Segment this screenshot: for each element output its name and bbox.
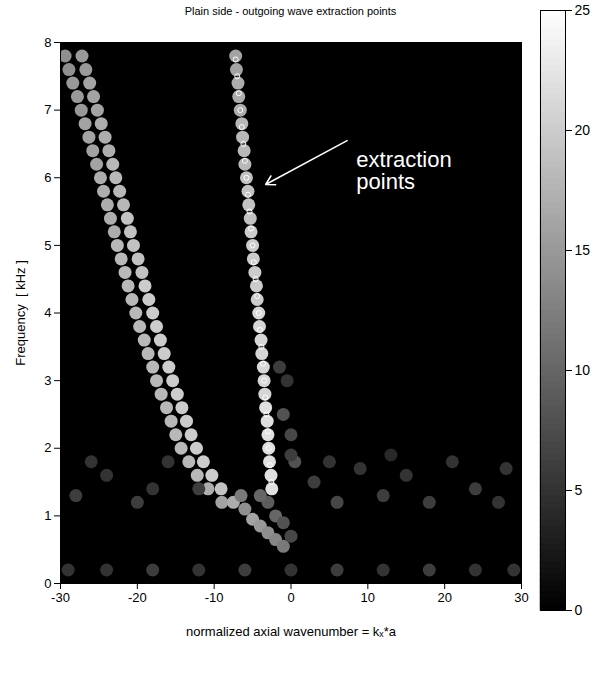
svg-text:-20: -20 [128,590,147,605]
html-text:Plain side - outgoing wave ext: Plain side - outgoing wave extraction po… [184,5,397,17]
svg-text:10: 10 [575,362,591,378]
svg-text:30: 30 [514,590,528,605]
svg-text:20: 20 [575,122,591,138]
svg-text:6: 6 [44,170,51,185]
svg-text:3: 3 [44,373,51,388]
svg-text:normalized axial wavenumber =: normalized axial wavenumber = kₓ*a [186,624,397,639]
svg-text:20: 20 [437,590,451,605]
svg-text:25: 25 [575,2,591,18]
svg-text:15: 15 [575,242,591,258]
svg-text:-10: -10 [205,590,224,605]
svg-text:extractionpoints: extractionpoints [356,147,451,194]
svg-text:10: 10 [361,590,375,605]
svg-text:4: 4 [44,305,51,320]
svg-text:7: 7 [44,102,51,117]
svg-text:0: 0 [575,602,583,618]
svg-text:5: 5 [575,482,583,498]
svg-text:0: 0 [287,590,294,605]
svg-text:8: 8 [44,35,51,50]
svg-text:-30: -30 [51,590,70,605]
svg-text:0: 0 [44,576,51,591]
svg-text:5: 5 [44,238,51,253]
svg-text:1: 1 [44,508,51,523]
svg-text:Frequency [ kHz ]: Frequency [ kHz ] [13,260,28,365]
svg-text:2: 2 [44,440,51,455]
